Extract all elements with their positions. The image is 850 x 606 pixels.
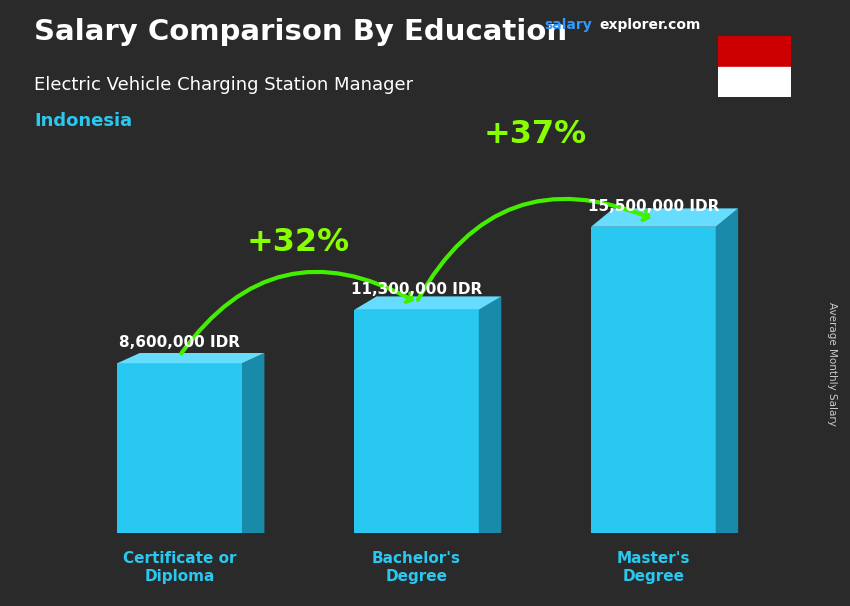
- Text: 15,500,000 IDR: 15,500,000 IDR: [587, 199, 719, 214]
- Text: salary: salary: [544, 18, 592, 32]
- Polygon shape: [716, 208, 738, 533]
- Polygon shape: [117, 363, 242, 533]
- Polygon shape: [117, 353, 264, 363]
- Text: explorer.com: explorer.com: [599, 18, 700, 32]
- Text: +32%: +32%: [246, 227, 349, 258]
- Polygon shape: [354, 296, 502, 310]
- Text: Indonesia: Indonesia: [34, 112, 132, 130]
- Polygon shape: [591, 227, 716, 533]
- Text: Master's
Degree: Master's Degree: [616, 551, 690, 584]
- Text: 11,300,000 IDR: 11,300,000 IDR: [351, 282, 482, 297]
- Polygon shape: [242, 353, 264, 533]
- Text: Electric Vehicle Charging Station Manager: Electric Vehicle Charging Station Manage…: [34, 76, 413, 94]
- Text: Certificate or
Diploma: Certificate or Diploma: [123, 551, 236, 584]
- Bar: [718, 36, 791, 67]
- Text: 8,600,000 IDR: 8,600,000 IDR: [119, 335, 241, 350]
- Bar: [718, 67, 791, 97]
- Polygon shape: [479, 296, 502, 533]
- Polygon shape: [591, 208, 738, 227]
- Polygon shape: [354, 310, 479, 533]
- Text: Salary Comparison By Education: Salary Comparison By Education: [34, 18, 567, 46]
- Text: +37%: +37%: [484, 119, 586, 150]
- Text: Bachelor's
Degree: Bachelor's Degree: [372, 551, 461, 584]
- Text: Average Monthly Salary: Average Monthly Salary: [827, 302, 837, 425]
